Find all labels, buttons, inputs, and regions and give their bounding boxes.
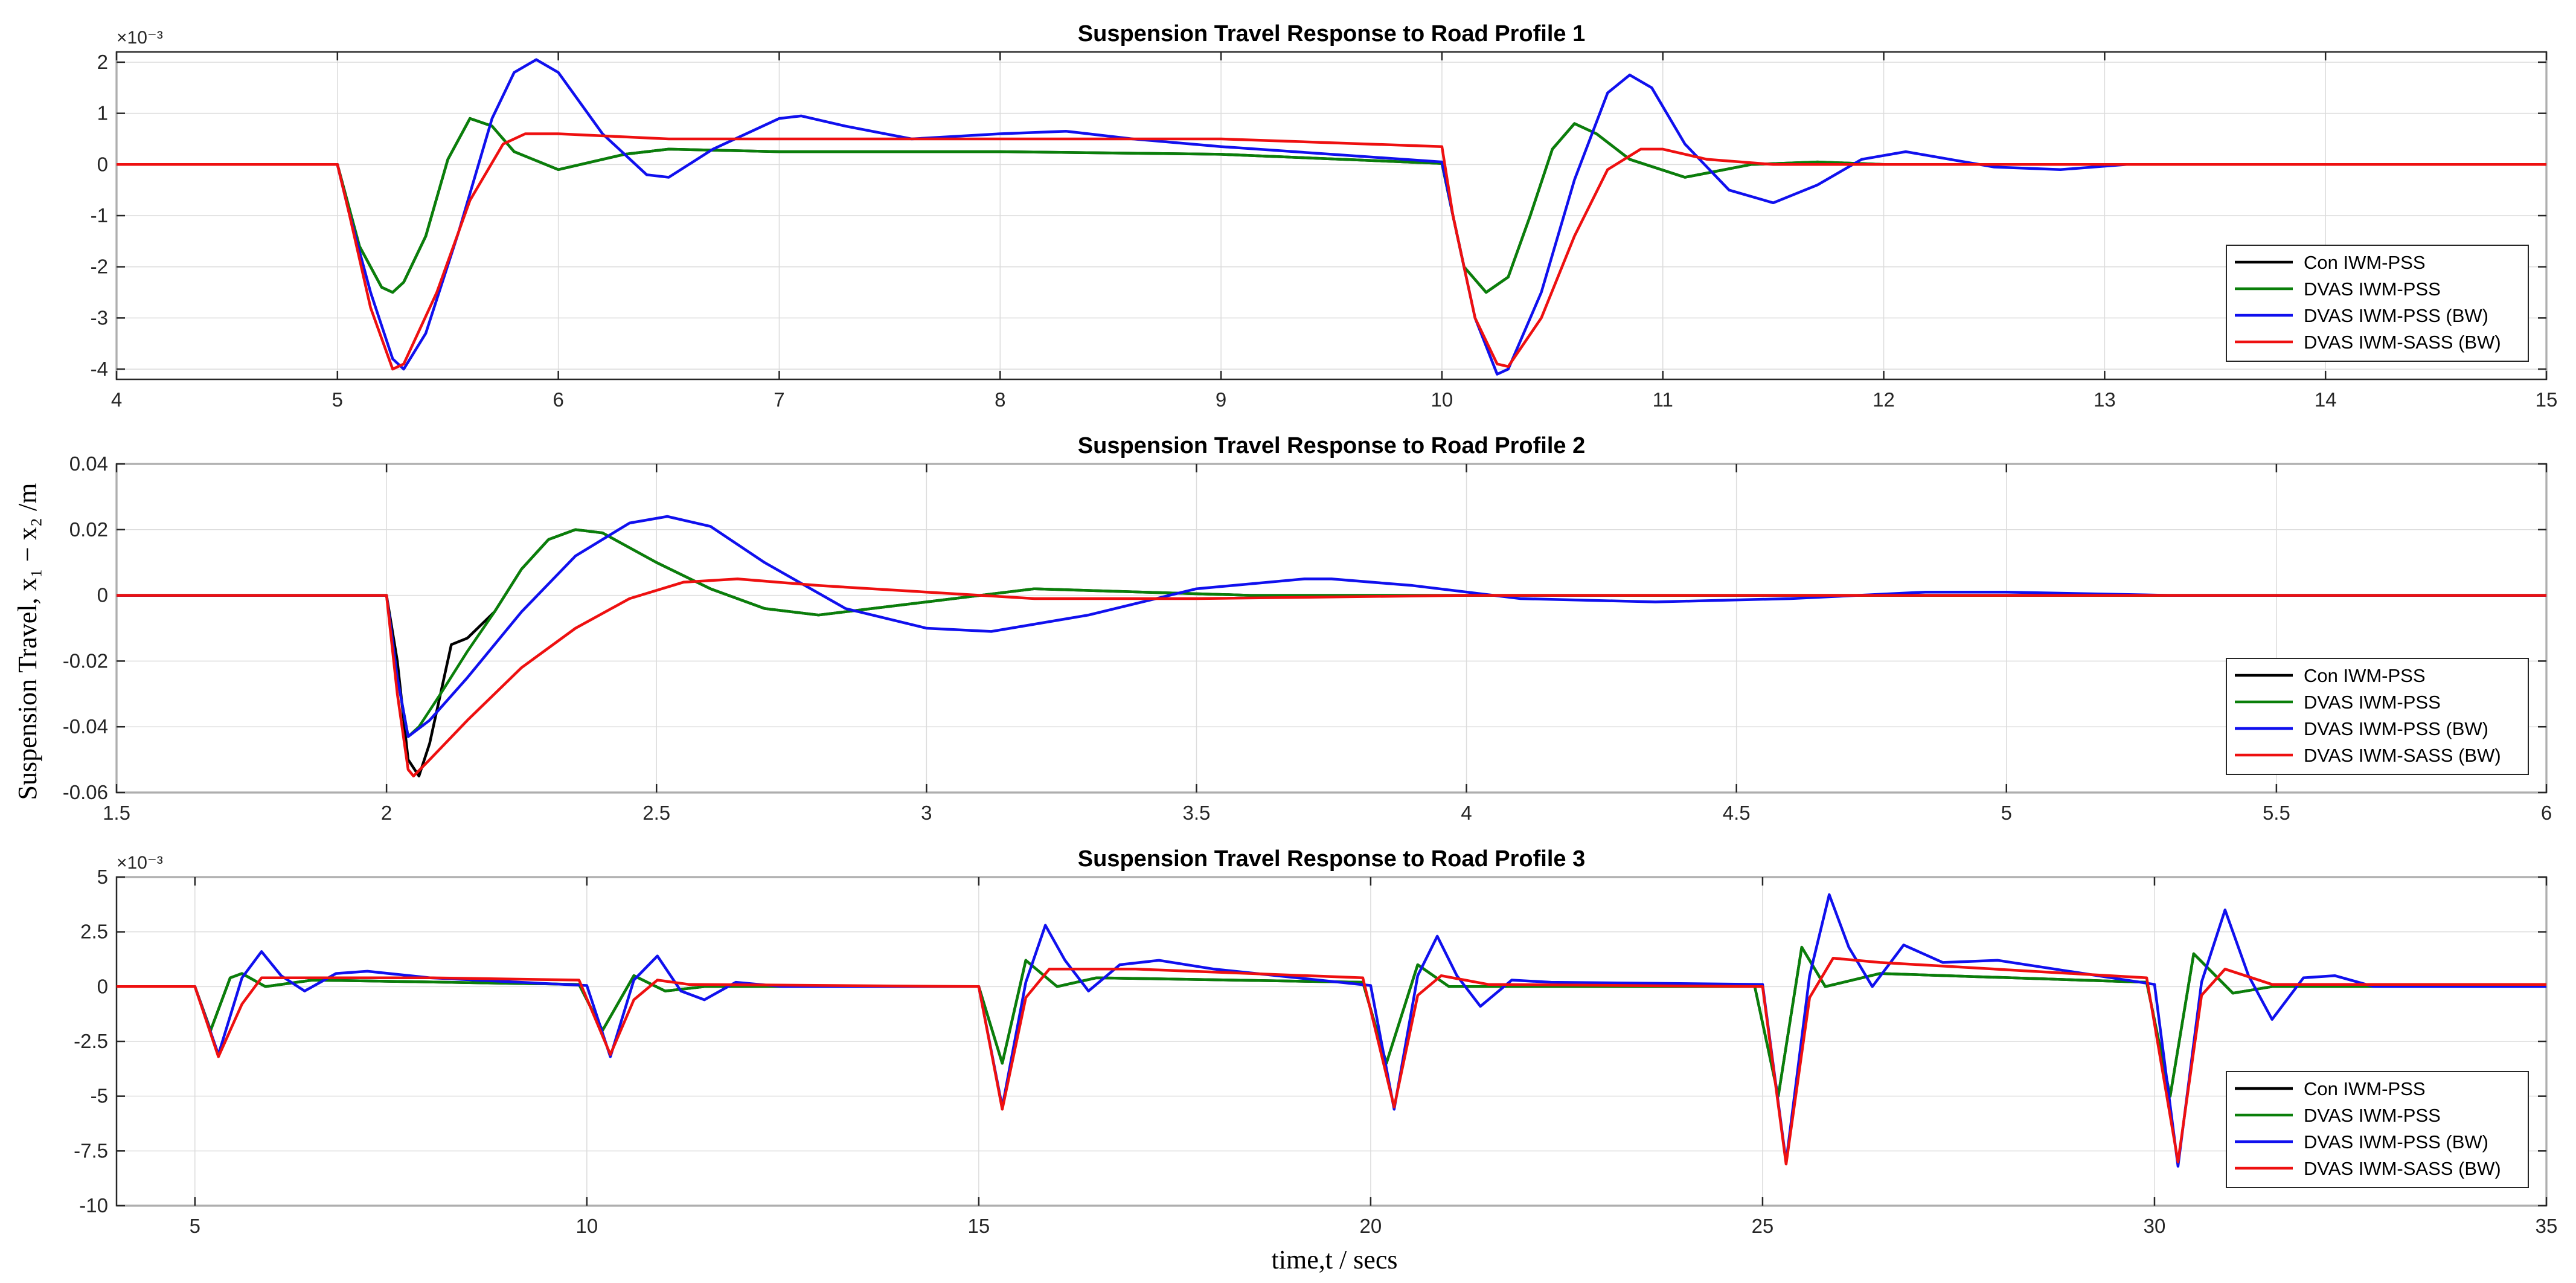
x-tick-label: 6 [553,388,563,411]
x-tick-label: 5 [332,388,343,411]
y-tick-label: -7.5 [74,1139,108,1162]
y-tick-label: -2 [91,256,108,278]
x-tick-label: 12 [1873,388,1895,411]
x-tick-label: 4.5 [1723,802,1751,824]
x-tick-label: 3.5 [1183,802,1211,824]
y-tick-label: -4 [91,358,108,380]
y-tick-label: -0.02 [63,649,108,672]
x-tick-label: 8 [995,388,1005,411]
y-tick-label: -2.5 [74,1030,108,1052]
y-tick-label: 2 [97,51,108,73]
y-exponent-label: ×10⁻³ [117,28,163,48]
y-tick-label: 1 [97,102,108,124]
series-lines [117,58,2546,376]
y-tick-label: -0.04 [63,715,108,738]
x-tick-label: 3 [921,802,932,824]
series-line-dvas-iwm-pss [117,945,2546,1098]
ticks: 1.5 2 2.5 3 3.5 4 4.5 5 5.5 6 -0.06 -0.04 -0.02 0 0.02… [63,452,2552,824]
y-tick-label: 5 [97,866,108,888]
legend-label: Con IWM-PSS [2304,1078,2426,1099]
subplot-3: 5 10 15 20 25 30 35 -10 -7.5 -5 -2.5 0 2.5 5 ×10⁻³ Susp… [74,846,2557,1237]
legend-label: DVAS IWM-SASS (BW) [2304,332,2501,353]
x-tick-label: 25 [1752,1215,1774,1237]
y-tick-label: -5 [91,1085,108,1107]
ticks: 5 10 15 20 25 30 35 -10 -7.5 -5 -2.5 0 2.5 5 [74,866,2557,1237]
legend-label: DVAS IWM-PSS [2304,278,2441,300]
x-tick-label: 14 [2315,388,2337,411]
x-tick-label: 10 [575,1215,598,1237]
series-line-dvas-iwm-sass-bw [117,577,2546,778]
x-tick-label: 9 [1216,388,1226,411]
x-tick-label: 5 [2001,802,2012,824]
x-tick-label: 15 [2536,388,2558,411]
legend-label: DVAS IWM-PSS [2304,692,2441,713]
legend-label: DVAS IWM-PSS (BW) [2304,718,2488,739]
grid-lines [116,52,2547,379]
y-tick-label: -1 [91,204,108,227]
x-tick-label: 20 [1360,1215,1382,1237]
series-line-dvas-iwm-sass-bw [117,956,2546,1166]
y-axis-label: Suspension Travel, x₁ − x₂ /m [13,483,42,800]
series-line-dvas-iwm-pss-bw [117,515,2546,738]
legend: Con IWM-PSS DVAS IWM-PSS DVAS IWM-PSS (BW)… [2226,1071,2529,1188]
y-tick-label: -10 [79,1194,108,1217]
y-tick-label: 0 [97,584,108,606]
grid-lines [117,876,2547,1206]
axes-frame [115,463,2548,794]
chart-title: Suspension Travel Response to Road Profi… [1078,21,1585,47]
legend: Con IWM-PSS DVAS IWM-PSS DVAS IWM-PSS (BW)… [2226,245,2529,362]
y-exponent-label: ×10⁻³ [117,853,163,873]
legend: Con IWM-PSS DVAS IWM-PSS DVAS IWM-PSS (BW)… [2226,658,2529,775]
y-tick-label: -3 [91,306,108,329]
x-tick-label: 2.5 [642,802,670,824]
legend-label: DVAS IWM-PSS (BW) [2304,305,2488,326]
y-tick-label: 0.04 [69,452,108,475]
x-tick-label: 13 [2094,388,2116,411]
x-tick-label: 7 [774,388,784,411]
subplot-2: 1.5 2 2.5 3 3.5 4 4.5 5 5.5 6 -0.06 -0.04 -0.02 0 0.02… [63,433,2552,824]
legend-label: Con IWM-PSS [2304,252,2426,273]
legend-label: DVAS IWM-SASS (BW) [2304,745,2501,766]
series-line-dvas-iwm-sass-bw [117,132,2546,371]
legend-label: Con IWM-PSS [2304,665,2426,686]
y-tick-label: -0.06 [63,781,108,803]
y-tick-label: 0.02 [69,518,108,541]
x-tick-label: 1.5 [103,802,130,824]
series-line-dvas-iwm-pss [117,117,2546,294]
legend-label: DVAS IWM-PSS (BW) [2304,1131,2488,1153]
y-tick-label: 0 [97,153,108,175]
y-tick-label: 2.5 [80,921,108,943]
series-lines [117,893,2546,1168]
chart-title: Suspension Travel Response to Road Profi… [1078,433,1585,458]
x-tick-label: 6 [2541,802,2552,824]
x-tick-label: 30 [2144,1215,2166,1237]
x-tick-label: 10 [1431,388,1453,411]
legend-label: DVAS IWM-PSS [2304,1105,2441,1126]
x-tick-label: 15 [968,1215,990,1237]
x-tick-label: 35 [2536,1215,2558,1237]
series-lines [117,515,2546,778]
y-tick-label: 0 [97,975,108,997]
x-tick-label: 5.5 [2263,802,2290,824]
legend-label: DVAS IWM-SASS (BW) [2304,1158,2501,1179]
x-tick-label: 11 [1653,388,1673,411]
chart-title: Suspension Travel Response to Road Profi… [1078,846,1585,872]
x-tick-label: 4 [111,388,122,411]
x-tick-label: 5 [190,1215,200,1237]
x-axis-label: time,t / secs [1272,1245,1398,1275]
x-tick-label: 4 [1461,802,1472,824]
x-tick-label: 2 [381,802,392,824]
